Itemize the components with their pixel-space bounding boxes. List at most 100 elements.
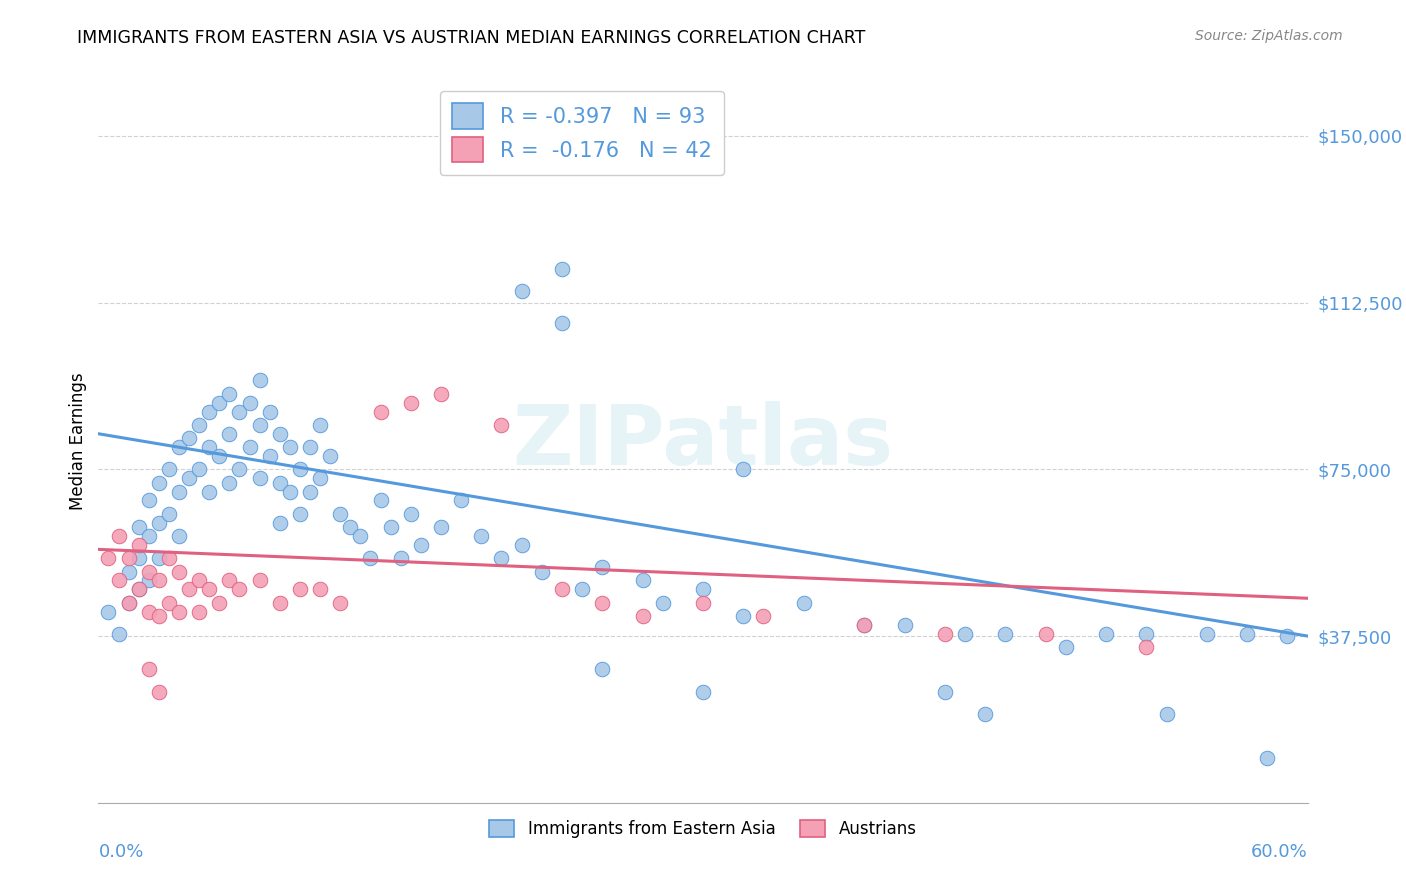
Point bbox=[188, 417, 211, 432]
Point bbox=[288, 507, 311, 521]
Point bbox=[148, 574, 170, 588]
Point bbox=[510, 285, 533, 299]
Point bbox=[1277, 629, 1299, 643]
Point bbox=[148, 516, 170, 530]
Point bbox=[107, 529, 129, 543]
Point bbox=[934, 627, 956, 641]
Point bbox=[309, 471, 332, 485]
Point bbox=[349, 529, 371, 543]
Point bbox=[631, 609, 654, 624]
Point bbox=[1236, 627, 1258, 641]
Point bbox=[1095, 627, 1118, 641]
Point bbox=[179, 431, 201, 445]
Point bbox=[167, 605, 190, 619]
Text: ZIPatlas: ZIPatlas bbox=[513, 401, 893, 482]
Point bbox=[167, 529, 190, 543]
Point bbox=[138, 493, 160, 508]
Point bbox=[157, 462, 180, 476]
Point bbox=[107, 627, 129, 641]
Point bbox=[128, 582, 150, 597]
Point bbox=[269, 596, 291, 610]
Point bbox=[198, 440, 221, 454]
Point bbox=[249, 574, 271, 588]
Point bbox=[651, 596, 673, 610]
Point bbox=[793, 596, 815, 610]
Point bbox=[591, 662, 613, 676]
Point bbox=[228, 582, 250, 597]
Point bbox=[228, 404, 250, 418]
Point bbox=[409, 538, 432, 552]
Point bbox=[1135, 640, 1157, 655]
Point bbox=[249, 417, 271, 432]
Point bbox=[953, 627, 976, 641]
Point bbox=[1054, 640, 1077, 655]
Point bbox=[269, 516, 291, 530]
Point bbox=[97, 551, 120, 566]
Point bbox=[551, 262, 574, 277]
Point bbox=[218, 574, 240, 588]
Point bbox=[309, 417, 332, 432]
Point bbox=[491, 417, 513, 432]
Point bbox=[974, 706, 997, 721]
Point bbox=[128, 520, 150, 534]
Point bbox=[1035, 627, 1057, 641]
Text: Source: ZipAtlas.com: Source: ZipAtlas.com bbox=[1195, 29, 1343, 43]
Point bbox=[692, 582, 714, 597]
Point bbox=[188, 605, 211, 619]
Point bbox=[1195, 627, 1218, 641]
Point bbox=[259, 404, 281, 418]
Point bbox=[218, 475, 240, 490]
Point bbox=[399, 507, 422, 521]
Point bbox=[370, 493, 392, 508]
Point bbox=[692, 596, 714, 610]
Point bbox=[188, 462, 211, 476]
Point bbox=[934, 684, 956, 698]
Point bbox=[269, 475, 291, 490]
Point bbox=[510, 538, 533, 552]
Point bbox=[249, 471, 271, 485]
Point bbox=[309, 582, 332, 597]
Point bbox=[218, 386, 240, 401]
Point bbox=[118, 596, 141, 610]
Point bbox=[269, 426, 291, 441]
Point bbox=[288, 582, 311, 597]
Point bbox=[370, 404, 392, 418]
Point bbox=[994, 627, 1017, 641]
Point bbox=[157, 507, 180, 521]
Point bbox=[198, 484, 221, 499]
Point bbox=[278, 484, 301, 499]
Point bbox=[179, 471, 201, 485]
Point bbox=[299, 440, 322, 454]
Point bbox=[380, 520, 402, 534]
Point bbox=[249, 373, 271, 387]
Point bbox=[118, 596, 141, 610]
Point bbox=[752, 609, 775, 624]
Point bbox=[319, 449, 342, 463]
Point bbox=[208, 395, 231, 409]
Point bbox=[399, 395, 422, 409]
Point bbox=[118, 565, 141, 579]
Point bbox=[853, 618, 876, 632]
Point bbox=[389, 551, 412, 566]
Text: 0.0%: 0.0% bbox=[98, 843, 143, 861]
Point bbox=[148, 684, 170, 698]
Point bbox=[1256, 751, 1278, 765]
Point bbox=[179, 582, 201, 597]
Point bbox=[138, 605, 160, 619]
Point bbox=[571, 582, 593, 597]
Point bbox=[631, 574, 654, 588]
Point bbox=[430, 386, 453, 401]
Point bbox=[329, 596, 352, 610]
Point bbox=[148, 609, 170, 624]
Point bbox=[208, 449, 231, 463]
Point bbox=[591, 560, 613, 574]
Point bbox=[470, 529, 492, 543]
Point bbox=[157, 551, 180, 566]
Point bbox=[157, 596, 180, 610]
Point bbox=[1135, 627, 1157, 641]
Point bbox=[198, 582, 221, 597]
Point bbox=[278, 440, 301, 454]
Point bbox=[1156, 706, 1178, 721]
Point bbox=[853, 618, 876, 632]
Point bbox=[339, 520, 361, 534]
